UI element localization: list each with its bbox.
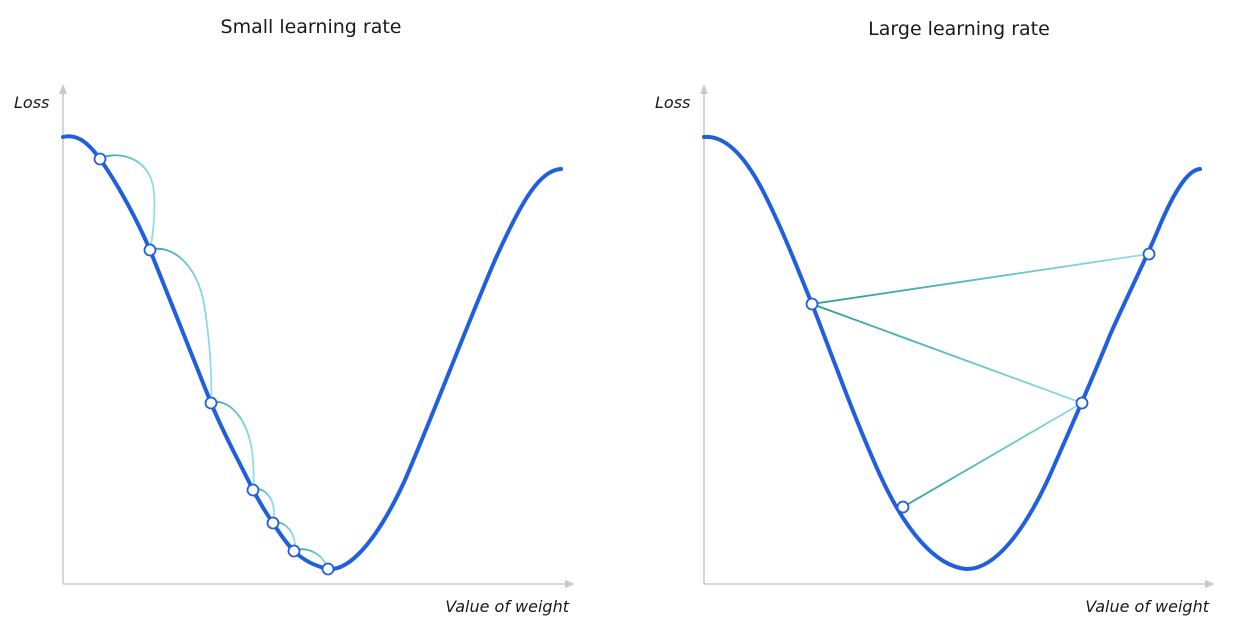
- step-line: [811, 303, 1083, 404]
- gradient-steps: [811, 253, 1150, 508]
- step-point: [93, 152, 107, 166]
- y-axis-arrow-icon: [700, 84, 708, 94]
- step-points: [805, 247, 1156, 514]
- loss-curve: [61, 134, 563, 572]
- step-point: [1142, 247, 1156, 261]
- panel-large-learning-rate: [700, 84, 1215, 588]
- step-point: [246, 483, 260, 497]
- step-point: [1075, 396, 1089, 410]
- step-point: [896, 500, 910, 514]
- loss-curve: [702, 134, 1202, 572]
- step-point: [266, 516, 280, 530]
- step-point: [143, 243, 157, 257]
- step-arc: [99, 154, 156, 251]
- step-arc: [149, 247, 213, 404]
- step-point: [805, 297, 819, 311]
- x-axis-label: Value of weight: [445, 597, 569, 616]
- x-axis-arrow-icon: [1205, 580, 1215, 588]
- gradient-steps: [99, 154, 329, 570]
- y-axis-label: Loss: [14, 93, 50, 112]
- y-axis-label: Loss: [655, 93, 691, 112]
- step-points: [93, 152, 335, 576]
- step-point: [204, 396, 218, 410]
- step-line: [811, 253, 1150, 305]
- x-axis-arrow-icon: [565, 580, 575, 588]
- panel-title: Large learning rate: [868, 18, 1050, 40]
- step-line: [902, 402, 1083, 508]
- panel-title: Small learning rate: [220, 16, 402, 38]
- panel-small-learning-rate: [59, 84, 575, 588]
- step-point: [321, 562, 335, 576]
- step-point: [287, 544, 301, 558]
- y-axis-arrow-icon: [59, 84, 67, 94]
- x-axis-label: Value of weight: [1085, 597, 1209, 616]
